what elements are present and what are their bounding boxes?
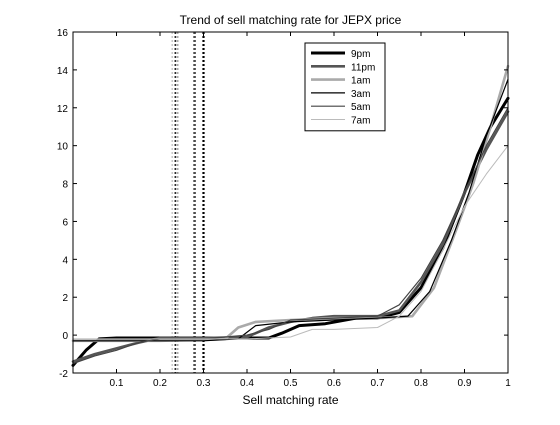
- y-tick-label: 10: [57, 142, 69, 153]
- y-tick-label: 16: [57, 28, 69, 39]
- y-tick-label: 8: [62, 180, 68, 191]
- legend: 9pm 11pm 1am 3am 5am 7am: [305, 43, 385, 131]
- x-tick-label: 0.3: [197, 378, 211, 389]
- chart-title: Trend of sell matching rate for JEPX pri…: [180, 13, 402, 27]
- legend-label-5am: 5am: [351, 102, 370, 113]
- y-tick-label: 6: [62, 217, 68, 228]
- x-tick-label: 0.5: [284, 378, 298, 389]
- x-tick-label: 0.4: [240, 378, 254, 389]
- legend-box: [305, 43, 385, 131]
- x-tick-label: 0.8: [414, 378, 428, 389]
- legend-label-1am: 1am: [351, 76, 370, 87]
- x-tick-label: 0.2: [153, 378, 167, 389]
- y-tick-label: 2: [62, 293, 68, 304]
- legend-label-9pm: 9pm: [351, 49, 370, 60]
- legend-label-3am: 3am: [351, 89, 370, 100]
- y-tick-label: 14: [57, 66, 69, 77]
- legend-label-11pm: 11pm: [351, 62, 375, 73]
- y-tick-label: 0: [62, 331, 68, 342]
- y-tick-label: 4: [62, 255, 68, 266]
- x-tick-label: 0.7: [371, 378, 385, 389]
- x-tick-label: 0.1: [110, 378, 124, 389]
- x-tick-label: 0.9: [458, 378, 472, 389]
- y-tick-label: -2: [59, 369, 68, 380]
- x-axis-label: Sell matching rate: [242, 393, 338, 407]
- x-tick-label: 0.6: [327, 378, 341, 389]
- x-tick-label: 1: [505, 378, 511, 389]
- legend-label-7am: 7am: [351, 116, 370, 127]
- y-tick-label: 12: [57, 104, 69, 115]
